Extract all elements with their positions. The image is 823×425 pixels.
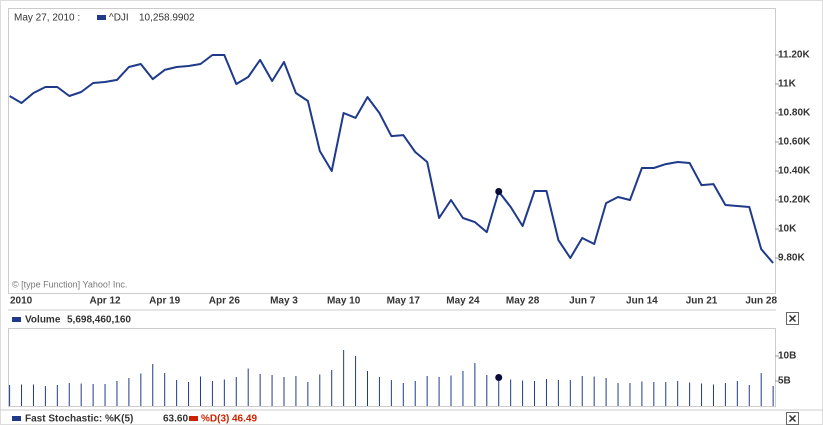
hover-value: 5,698,460,160 (67, 315, 131, 326)
legend-swatch (12, 317, 21, 322)
close-button[interactable] (786, 412, 799, 425)
x-tick-label: Jun 7 (569, 296, 596, 307)
hover-date: May 27, 2010 : (14, 13, 80, 24)
y-tick-label: 10.60K (778, 137, 811, 148)
legend-swatch (189, 416, 198, 421)
x-tick-label: May 24 (446, 296, 480, 307)
legend-label: Volume (25, 315, 61, 326)
y-tick-label: 5B (778, 376, 791, 387)
hover-dot (495, 374, 503, 382)
stochastic-k-label: Fast Stochastic: %K(5) (25, 414, 133, 425)
y-tick-label: 10K (778, 224, 797, 235)
x-tick-label: Jun 14 (626, 296, 658, 307)
x-tick-label: May 17 (387, 296, 421, 307)
stochastic-d-label: %D(3) (201, 414, 229, 425)
hover-dot (495, 187, 503, 195)
legend-swatch (97, 15, 106, 20)
x-tick-label: Apr 12 (89, 296, 121, 307)
volume-panel (8, 328, 776, 407)
x-tick-label: May 28 (506, 296, 540, 307)
x-tick-label: May 3 (270, 296, 298, 307)
y-tick-label: 10B (778, 351, 796, 362)
close-button[interactable] (786, 312, 799, 325)
price-line (9, 54, 774, 264)
legend-swatch (12, 416, 21, 421)
y-tick-label: 10.80K (778, 108, 811, 119)
y-tick-label: 10.20K (778, 195, 811, 206)
price-panel (8, 8, 776, 294)
x-tick-label: Apr 26 (209, 296, 241, 307)
x-tick-label: 2010 (10, 296, 33, 307)
hover-value: 10,258.9902 (139, 13, 195, 24)
stochastic-k-value: 63.60 (163, 414, 188, 425)
x-tick-label: May 10 (327, 296, 361, 307)
y-tick-label: 10.40K (778, 166, 811, 177)
copyright: © [type Function] Yahoo! Inc. (12, 279, 127, 289)
stochastic-d-value: 46.49 (232, 414, 257, 425)
y-tick-label: 11.20K (778, 50, 810, 61)
y-tick-label: 11K (778, 79, 797, 90)
x-tick-label: Jun 28 (745, 296, 777, 307)
x-tick-label: Jun 21 (686, 296, 718, 307)
y-tick-label: 9.80K (778, 253, 805, 264)
x-tick-label: Apr 19 (149, 296, 181, 307)
legend-label: ^DJI (109, 13, 129, 24)
